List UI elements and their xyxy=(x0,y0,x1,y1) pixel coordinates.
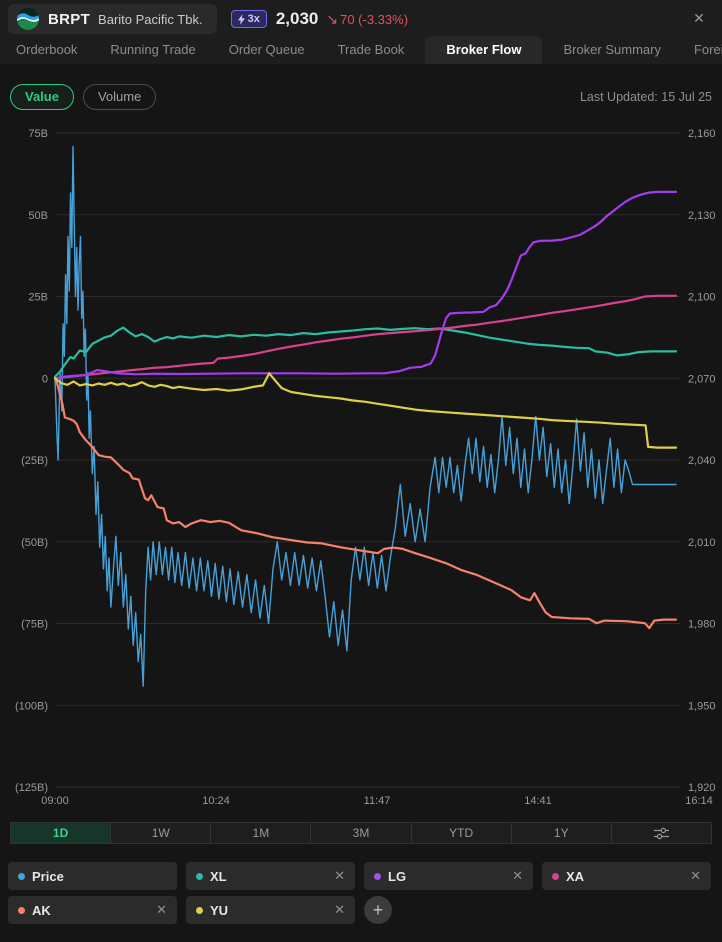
legend-label-xa: XA xyxy=(566,868,585,884)
last-price: 2,030 xyxy=(275,9,319,28)
tab-trade-book[interactable]: Trade Book xyxy=(337,42,405,57)
legend-label-xl: XL xyxy=(210,868,227,884)
svg-text:(100B): (100B) xyxy=(15,700,48,712)
svg-text:09:00: 09:00 xyxy=(41,795,69,807)
svg-text:2,130: 2,130 xyxy=(688,210,716,222)
svg-text:14:41: 14:41 xyxy=(524,795,552,807)
price-change-text: 70 (-3.33%) xyxy=(340,11,409,27)
svg-text:2,010: 2,010 xyxy=(688,537,716,549)
down-right-arrow-icon: ↘ xyxy=(326,11,339,27)
remove-lg-icon[interactable]: ✕ xyxy=(512,868,523,883)
xa-series-dot xyxy=(552,872,559,880)
range-settings-button[interactable] xyxy=(610,823,711,843)
range-1d-button[interactable]: 1D xyxy=(11,823,111,843)
yu-series-dot xyxy=(196,906,203,914)
svg-text:(125B): (125B) xyxy=(15,782,48,794)
tab-running-trade[interactable]: Running Trade xyxy=(110,42,196,57)
xl-series-dot xyxy=(196,872,203,880)
close-icon[interactable]: ✕ xyxy=(693,10,705,26)
svg-text:50B: 50B xyxy=(28,210,48,222)
ticker-symbol: BRPT xyxy=(48,10,91,28)
legend-label-lg: LG xyxy=(388,868,407,884)
price-series-dot xyxy=(18,872,25,880)
chart-controls: Value Volume Last Updated: 15 Jul 25 xyxy=(10,83,712,110)
ak-series-dot xyxy=(18,906,25,914)
svg-text:(50B): (50B) xyxy=(21,537,48,549)
svg-text:(75B): (75B) xyxy=(21,619,48,631)
legend-chip-lg[interactable]: LG ✕ xyxy=(364,862,533,890)
remove-xa-icon[interactable]: ✕ xyxy=(690,868,701,883)
svg-text:1,920: 1,920 xyxy=(688,782,716,794)
svg-text:2,100: 2,100 xyxy=(688,292,716,304)
volume-toggle-button[interactable]: Volume xyxy=(82,83,157,110)
leverage-label: 3x xyxy=(247,13,260,25)
range-selector: 1D 1W 1M 3M YTD 1Y xyxy=(10,822,712,844)
svg-text:75B: 75B xyxy=(28,128,48,140)
remove-ak-icon[interactable]: ✕ xyxy=(156,902,167,917)
svg-text:25B: 25B xyxy=(28,292,48,304)
svg-text:16:14: 16:14 xyxy=(685,795,713,807)
tab-bar: Orderbook Running Trade Order Queue Trad… xyxy=(0,36,722,64)
tab-broker-flow[interactable]: Broker Flow xyxy=(425,36,543,64)
broker-flow-chart: 75B 2,160 50B 2,130 25B 2,100 0 2,070 (25B) 2,040… xyxy=(15,128,716,807)
plus-icon: + xyxy=(372,900,384,920)
legend-label-price: Price xyxy=(32,868,64,884)
legend-label-ak: AK xyxy=(32,902,51,918)
svg-text:0: 0 xyxy=(42,373,48,385)
range-1y-button[interactable]: 1Y xyxy=(510,823,611,843)
lightning-bolt-icon xyxy=(237,13,245,25)
company-name: Barito Pacific Tbk. xyxy=(98,11,203,27)
add-broker-button[interactable]: + xyxy=(364,896,392,924)
legend-label-yu: YU xyxy=(210,902,229,918)
legend-chip-xl[interactable]: XL ✕ xyxy=(186,862,355,890)
ticker-card[interactable]: BRPT Barito Pacific Tbk. xyxy=(8,4,217,34)
top-bar: BRPT Barito Pacific Tbk. 3x 2,030 ↘ 70 (… xyxy=(0,0,722,38)
svg-text:1,950: 1,950 xyxy=(688,700,716,712)
remove-xl-icon[interactable]: ✕ xyxy=(334,868,345,883)
legend: Price XL ✕ LG ✕ XA ✕ AK ✕ YU ✕ + xyxy=(8,862,714,924)
sliders-icon xyxy=(653,827,670,840)
range-ytd-button[interactable]: YTD xyxy=(410,823,511,843)
legend-chip-ak[interactable]: AK ✕ xyxy=(8,896,177,924)
tab-orderbook[interactable]: Orderbook xyxy=(16,42,78,57)
range-3m-button[interactable]: 3M xyxy=(310,823,410,843)
remove-yu-icon[interactable]: ✕ xyxy=(334,902,345,917)
tab-broker-summary[interactable]: Broker Summary xyxy=(563,42,661,57)
tab-foreign-dom[interactable]: Foreign Don xyxy=(693,42,722,57)
tab-order-queue[interactable]: Order Queue xyxy=(228,42,305,57)
svg-text:2,160: 2,160 xyxy=(688,128,716,140)
company-logo-icon xyxy=(16,7,40,31)
legend-chip-xa[interactable]: XA ✕ xyxy=(542,862,711,890)
svg-text:2,040: 2,040 xyxy=(688,455,716,467)
range-1m-button[interactable]: 1M xyxy=(210,823,310,843)
last-updated-label: Last Updated: 15 Jul 25 xyxy=(579,89,712,104)
leverage-badge: 3x xyxy=(230,10,267,28)
svg-text:1,980: 1,980 xyxy=(688,619,716,631)
svg-text:11:47: 11:47 xyxy=(364,795,391,807)
lg-series-dot xyxy=(374,872,381,880)
legend-chip-price[interactable]: Price xyxy=(8,862,177,890)
svg-text:2,070: 2,070 xyxy=(688,373,716,385)
legend-chip-yu[interactable]: YU ✕ xyxy=(186,896,355,924)
range-1w-button[interactable]: 1W xyxy=(110,823,210,843)
svg-text:(25B): (25B) xyxy=(21,455,48,467)
value-toggle-button[interactable]: Value xyxy=(10,83,74,110)
price-change: ↘ 70 (-3.33%) xyxy=(326,12,408,27)
svg-text:10:24: 10:24 xyxy=(202,795,230,807)
